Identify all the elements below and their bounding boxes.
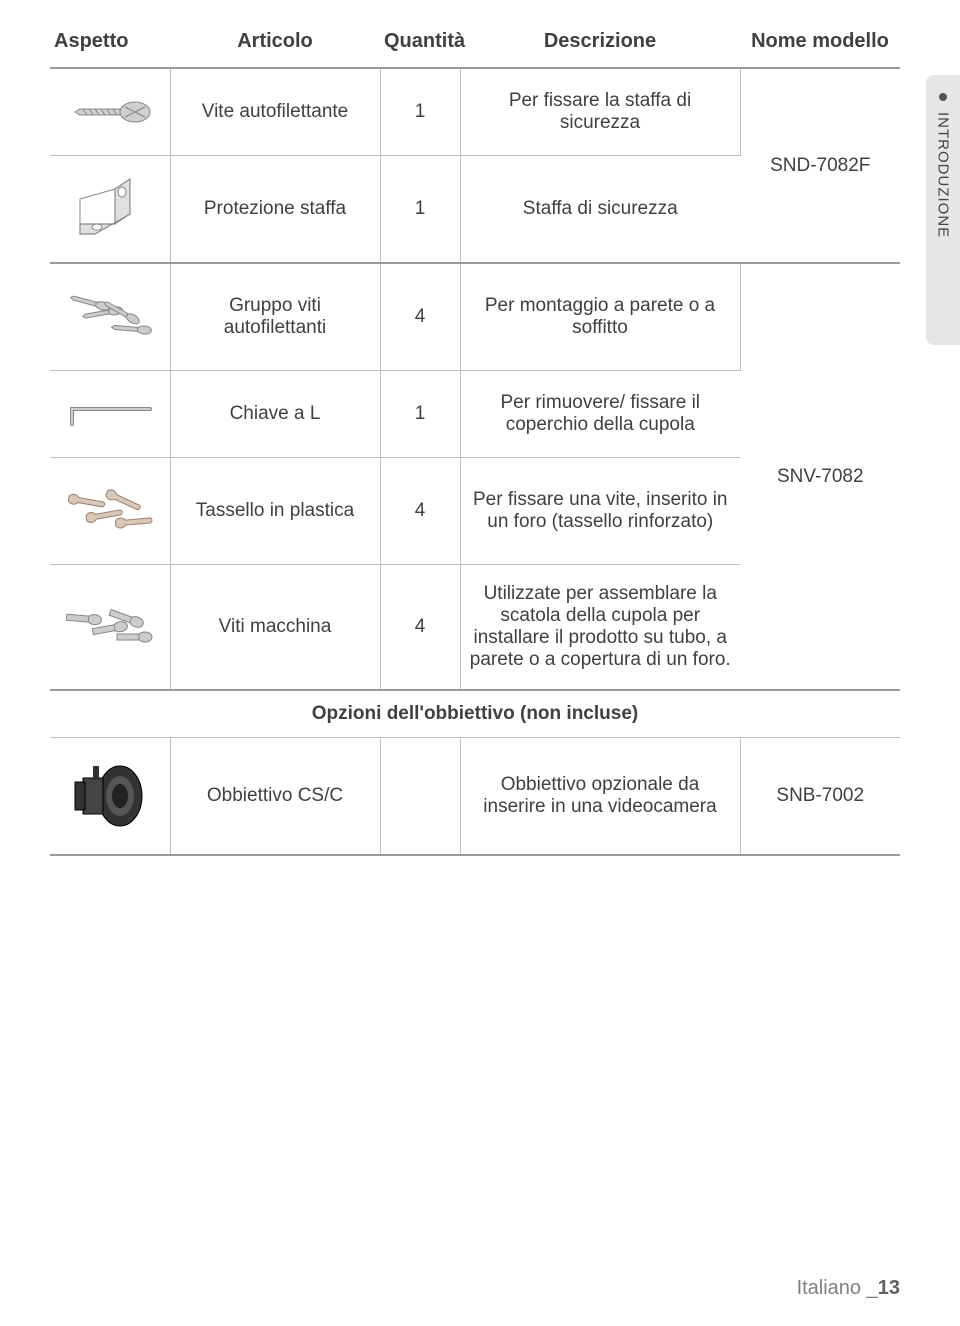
icon-cell [50,738,170,856]
side-tab-label: INTRODUZIONE [935,112,952,238]
options-header-cell: Opzioni dell'obbiettivo (non incluse) [50,690,900,738]
components-table: Aspetto Articolo Quantità Descrizione No… [50,20,900,856]
bracket-icon [70,174,150,244]
options-header-row: Opzioni dell'obbiettivo (non incluse) [50,690,900,738]
table-row: Obbiettivo CS/C Obbiettivo opzionale da … [50,738,900,856]
l-wrench-icon [60,389,160,439]
footer-separator: _ [867,1277,878,1299]
cell-descrizione: Per fissare una vite, inserito in un for… [460,458,740,565]
icon-cell [50,565,170,691]
side-tab-bullet [939,93,947,101]
cell-articolo: Protezione staffa [170,156,380,264]
cell-quantita: 1 [380,156,460,264]
cell-articolo: Tassello in plastica [170,458,380,565]
cell-descrizione: Utilizzate per assemblare la scatola del… [460,565,740,691]
cell-descrizione: Per fissare la staffa di sicurezza [460,68,740,156]
cell-nome-modello: SND-7082F [740,68,900,263]
cell-articolo: Viti macchina [170,565,380,691]
cell-nome-modello: SNB-7002 [740,738,900,856]
col-header-nome-modello: Nome modello [740,20,900,68]
cell-descrizione: Per rimuovere/ fissare il coperchio dell… [460,371,740,458]
table-row: Gruppo viti autofilettanti 4 Per montagg… [50,263,900,371]
icon-cell [50,263,170,371]
col-header-aspetto: Aspetto [50,20,170,68]
icon-cell [50,156,170,264]
cell-quantita: 4 [380,263,460,371]
table-row: Vite autofilettante 1 Per fissare la sta… [50,68,900,156]
screw-icon [65,87,155,137]
cell-nome-modello: SNV-7082 [740,263,900,690]
cell-quantita [380,738,460,856]
machine-screws-icon [60,597,160,657]
cell-articolo: Vite autofilettante [170,68,380,156]
footer-page-number: 13 [878,1277,900,1299]
cell-descrizione: Obbiettivo opzionale da inserire in una … [460,738,740,856]
cell-quantita: 4 [380,565,460,691]
cell-descrizione: Per montaggio a parete o a soffitto [460,263,740,371]
lens-icon [65,756,155,836]
col-header-descrizione: Descrizione [460,20,740,68]
screws-group-icon [60,282,160,352]
cell-descrizione: Staffa di sicurezza [460,156,740,264]
icon-cell [50,458,170,565]
cell-quantita: 4 [380,458,460,565]
anchors-icon [60,476,160,546]
cell-quantita: 1 [380,371,460,458]
cell-articolo: Gruppo viti autofilettanti [170,263,380,371]
col-header-quantita: Quantità [380,20,460,68]
col-header-articolo: Articolo [170,20,380,68]
icon-cell [50,68,170,156]
cell-quantita: 1 [380,68,460,156]
cell-articolo: Chiave a L [170,371,380,458]
side-tab: INTRODUZIONE [926,75,960,345]
cell-articolo: Obbiettivo CS/C [170,738,380,856]
footer-language: Italiano [797,1277,862,1299]
page-footer: Italiano _13 [797,1277,900,1300]
icon-cell [50,371,170,458]
